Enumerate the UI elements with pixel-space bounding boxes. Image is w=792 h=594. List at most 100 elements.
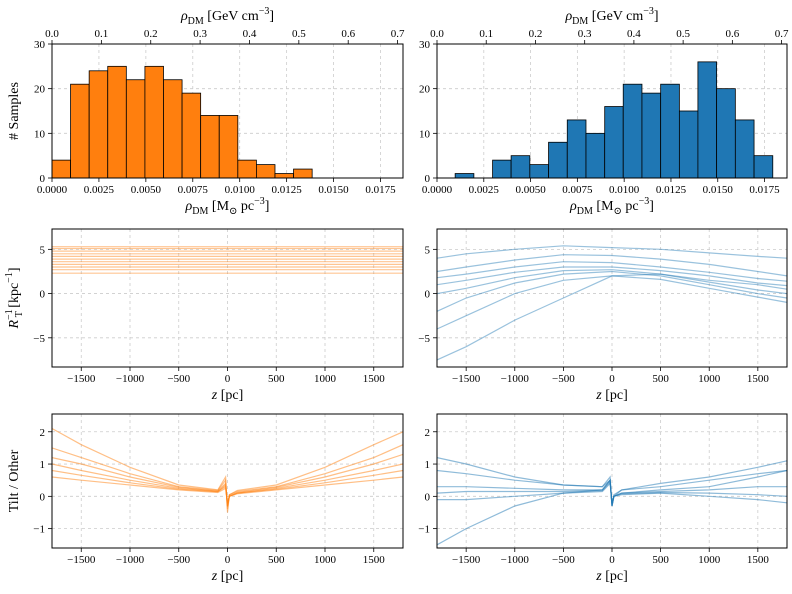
- line: [437, 480, 787, 505]
- y-tick-label: 20: [34, 84, 46, 96]
- x-tick-label: 0.0125: [656, 184, 687, 196]
- label-part: pc: [237, 199, 254, 214]
- label-part: ]: [265, 199, 270, 214]
- axes-frame: [51, 228, 404, 368]
- x-tick-label: 0.0150: [703, 184, 734, 196]
- axes-frame: [436, 228, 788, 368]
- x-tick-label: 500: [652, 554, 669, 566]
- x-tick-label: −1500: [452, 554, 481, 566]
- x-tick-label: 0.0100: [225, 184, 256, 196]
- bar: [753, 155, 774, 179]
- line: [437, 261, 787, 282]
- label-part: [pc]: [602, 569, 628, 584]
- panel: −1500 −1000 −500 0 500 1000 1500 −5 0 5: [33, 228, 404, 385]
- bar: [200, 115, 220, 179]
- line: [52, 469, 403, 505]
- bar: [454, 173, 475, 179]
- x-tick-label: 500: [268, 373, 285, 385]
- x2-tick-label: 0.3: [193, 28, 207, 40]
- label-part: ⊙: [614, 206, 622, 217]
- bar: [622, 83, 643, 179]
- x-tick-label: 0.0125: [272, 184, 303, 196]
- label-part: z: [595, 569, 602, 584]
- label-part: −3: [639, 196, 650, 207]
- label-part: [GeV cm: [204, 9, 259, 24]
- bar: [566, 119, 587, 179]
- bar: [678, 110, 699, 179]
- bar: [641, 92, 662, 179]
- label-part: z: [211, 388, 218, 403]
- y-tick-label: 0: [40, 173, 46, 185]
- label-part: ]: [7, 267, 22, 272]
- y-tick-label: 30: [34, 39, 46, 51]
- axes-frame: [51, 413, 404, 549]
- x-tick-label: −1500: [67, 554, 96, 566]
- x-tick-label: 0: [225, 554, 231, 566]
- line: [52, 427, 403, 513]
- x-tick-label: 0.0075: [562, 184, 593, 196]
- x-tick-label: 0.0175: [365, 184, 396, 196]
- label-part: T: [14, 311, 25, 317]
- x-tick-label: 1000: [698, 554, 721, 566]
- bar: [734, 119, 755, 179]
- bar: [548, 141, 568, 179]
- label-part: ]: [654, 9, 659, 24]
- x2-tick-label: 0.2: [144, 28, 158, 40]
- y-tick-label: 0: [40, 289, 46, 301]
- label-part: pc: [622, 199, 639, 214]
- label-part: [kpc: [7, 283, 22, 311]
- label-part: DM: [192, 206, 208, 217]
- bar: [293, 168, 313, 179]
- label-part: # Samples: [7, 82, 22, 140]
- x-tick-label: 0.0175: [749, 184, 780, 196]
- bar: [529, 164, 549, 179]
- x2-tick-label: 0.0: [45, 28, 59, 40]
- bar: [604, 106, 624, 179]
- bar: [125, 79, 146, 179]
- x-tick-label: 0: [609, 554, 615, 566]
- label-part: [GeV cm: [588, 9, 643, 24]
- label-part: [M: [208, 199, 229, 214]
- axis-label: ρDM [M⊙ pc−3]: [185, 196, 270, 217]
- axes-frame: [436, 43, 788, 179]
- line: [52, 453, 403, 507]
- bar: [70, 83, 90, 179]
- bar: [51, 159, 71, 179]
- line: [437, 273, 787, 361]
- x-tick-label: 1000: [314, 373, 337, 385]
- x2-tick-label: 0.2: [529, 28, 543, 40]
- label-part: ]: [649, 199, 654, 214]
- x-tick-label: 0.0050: [131, 184, 162, 196]
- x-tick-label: −500: [552, 373, 575, 385]
- y-tick-label: −1: [418, 524, 430, 536]
- x-tick-label: 1500: [363, 373, 386, 385]
- bar: [181, 92, 202, 179]
- bar: [660, 83, 680, 179]
- bar: [585, 132, 606, 179]
- y-tick-label: 2: [425, 427, 431, 439]
- y-tick-label: 0: [425, 289, 431, 301]
- axis-label: z [pc]: [211, 388, 244, 403]
- label-part: R: [7, 320, 22, 330]
- x-tick-label: 0: [609, 373, 615, 385]
- label-part: −3: [643, 6, 654, 17]
- line: [437, 269, 787, 295]
- x2-tick-label: 0.4: [627, 28, 641, 40]
- x-tick-label: −1000: [116, 373, 145, 385]
- line: [437, 245, 787, 259]
- axis-label: Tilt / Other: [7, 449, 22, 512]
- label-part: z: [211, 569, 218, 584]
- label-part: ρ: [185, 199, 193, 214]
- y-tick-label: 0: [40, 491, 46, 503]
- label-part: −1: [4, 309, 15, 320]
- bar: [510, 155, 531, 179]
- line: [437, 254, 787, 277]
- label-part: z: [595, 388, 602, 403]
- bar: [274, 173, 294, 179]
- label-part: DM: [577, 206, 593, 217]
- x-tick-label: 1500: [747, 554, 770, 566]
- panel: −1500 −1000 −500 0 500 1000 1500 −5 0 5: [418, 228, 788, 385]
- x2-tick-label: 0.4: [243, 28, 257, 40]
- x-tick-label: −500: [167, 373, 190, 385]
- bar: [716, 88, 736, 179]
